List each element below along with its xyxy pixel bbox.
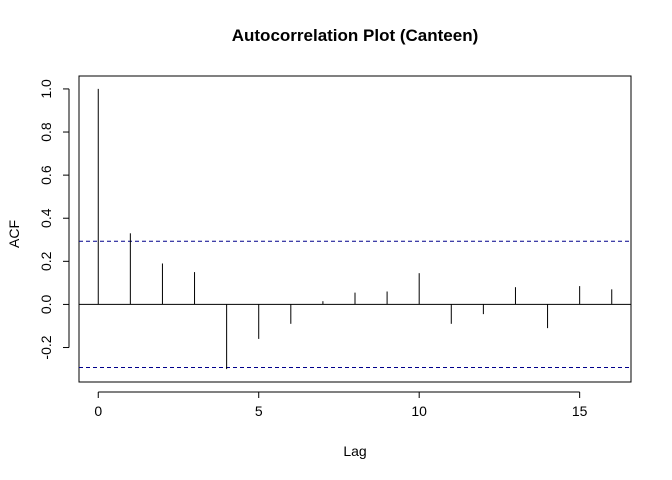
y-axis: -0.2 0.0 0.2 0.4 0.6 0.8 1.0	[38, 79, 70, 360]
x-tick-label: 10	[411, 403, 427, 419]
y-tick-label: 0.0	[38, 294, 54, 314]
acf-marks	[79, 88, 631, 370]
chart-title: Autocorrelation Plot (Canteen)	[232, 26, 479, 45]
y-tick-label: 0.4	[38, 208, 54, 228]
y-tick-label: 1.0	[38, 79, 54, 99]
y-axis-label: ACF	[6, 220, 22, 248]
x-tick-label: 0	[94, 403, 102, 419]
x-tick-label: 15	[572, 403, 588, 419]
y-tick-label: 0.6	[38, 165, 54, 185]
x-tick-label: 5	[255, 403, 263, 419]
y-tick-label: -0.2	[38, 335, 54, 359]
x-axis: 0 5 10 15	[94, 391, 588, 419]
x-axis-label: Lag	[343, 443, 366, 459]
y-tick-label: 0.2	[38, 251, 54, 271]
plot-frame	[78, 75, 632, 383]
y-tick-label: 0.8	[38, 122, 54, 142]
